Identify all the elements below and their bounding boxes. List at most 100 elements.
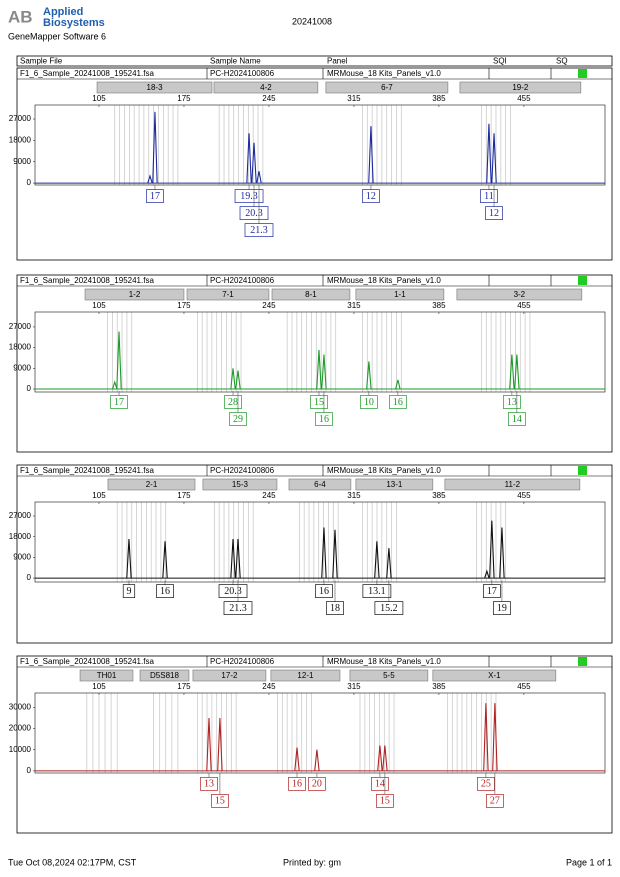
peak: [314, 749, 320, 771]
marker-box: [107, 478, 196, 491]
x-tick-label: 105: [92, 94, 106, 103]
y-tick-label: 18000: [9, 343, 32, 352]
x-tick-label: 385: [432, 94, 446, 103]
marker-label: 15-3: [232, 480, 249, 489]
peak: [374, 541, 380, 579]
x-tick-label: 455: [517, 682, 531, 691]
peak: [366, 361, 372, 390]
y-tick-label: 0: [27, 766, 32, 775]
allele-box: [234, 189, 264, 203]
column: SQ: [556, 57, 568, 66]
allele-label: 17: [114, 397, 124, 408]
x-tick-label: 245: [262, 301, 276, 310]
sample-name: PC-H2024100806: [210, 657, 275, 666]
peak: [484, 569, 490, 579]
sq-flag: [578, 466, 587, 475]
allele-box: [110, 395, 128, 409]
marker-label: 11-2: [505, 480, 521, 489]
peak: [386, 548, 392, 579]
allele-label: 13: [204, 779, 214, 790]
allele-label: 21.3: [229, 603, 247, 614]
allele-label: 21.3: [250, 225, 268, 236]
marker-box: [186, 288, 270, 301]
plot-frame: [34, 692, 606, 774]
marker-box: [456, 288, 583, 301]
sample-name: PC-H2024100806: [210, 466, 275, 475]
allele-label: 9: [126, 586, 131, 597]
x-tick-label: 175: [177, 301, 191, 310]
allele-label: 29: [233, 414, 243, 425]
peak: [126, 538, 132, 579]
peak: [489, 520, 495, 579]
logo: AB: [8, 7, 33, 26]
marker-box: [202, 478, 278, 491]
panel-frame: [16, 464, 613, 644]
x-tick-label: 315: [347, 682, 361, 691]
x-tick-label: 315: [347, 94, 361, 103]
peak: [316, 349, 322, 390]
x-tick-label: 385: [432, 682, 446, 691]
peak: [116, 331, 122, 390]
allele-label: 14: [512, 414, 522, 425]
allele-box: [326, 601, 344, 615]
column: SQI: [493, 57, 507, 66]
run-title: 20241008: [292, 16, 332, 26]
allele-box: [374, 601, 404, 615]
column: Sample File: [20, 57, 63, 66]
x-tick-label: 245: [262, 682, 276, 691]
allele-label: 28: [228, 397, 238, 408]
y-tick-label: 27000: [9, 322, 32, 331]
peak: [152, 111, 158, 184]
x-tick-label: 105: [92, 682, 106, 691]
allele-label: 15: [314, 397, 324, 408]
allele-label: 20: [312, 779, 322, 790]
peak: [217, 717, 223, 771]
peak: [332, 529, 338, 579]
marker-label: 2-1: [146, 480, 158, 489]
plot-frame: [34, 501, 606, 583]
allele-box: [503, 395, 521, 409]
allele-box: [211, 794, 229, 808]
sq-flag: [578, 69, 587, 78]
peak: [251, 142, 257, 184]
marker-label: 6-7: [381, 83, 393, 92]
peak: [491, 133, 497, 184]
allele-label: 10: [364, 397, 374, 408]
y-tick-label: 18000: [9, 532, 32, 541]
panel-frame: [16, 67, 613, 261]
allele-box: [308, 777, 326, 791]
allele-label: 16: [160, 586, 170, 597]
y-tick-label: 18000: [9, 135, 32, 144]
x-tick-label: 175: [177, 94, 191, 103]
allele-label: 16: [319, 586, 329, 597]
allele-label: 15: [215, 796, 225, 807]
allele-label: 17: [487, 586, 497, 597]
allele-label: 16: [319, 414, 329, 425]
footer-printed: Printed by: gm: [283, 857, 341, 867]
marker-box: [271, 288, 351, 301]
marker-box: [355, 478, 434, 491]
allele-label: 12: [489, 208, 499, 219]
allele-label: 27: [490, 796, 500, 807]
panel-name: MRMouse_18 Kits_Panels_v1.0: [327, 466, 441, 475]
allele-label: 16: [393, 397, 403, 408]
peak: [368, 126, 374, 184]
peak: [492, 703, 498, 771]
brand: Biosystems: [43, 17, 105, 29]
panel-frame: [16, 274, 613, 453]
panel-name: MRMouse_18 Kits_Panels_v1.0: [327, 69, 441, 78]
allele-label: 15: [380, 796, 390, 807]
x-tick-label: 455: [517, 301, 531, 310]
sample-file: F1_6_Sample_20241008_195241.fsa: [20, 657, 154, 666]
allele-label: 17: [150, 191, 160, 202]
peak: [382, 745, 388, 771]
peak: [230, 538, 236, 579]
y-tick-label: 0: [27, 178, 32, 187]
allele-box: [229, 412, 247, 426]
allele-label: 19.3: [240, 191, 258, 202]
peak: [206, 717, 212, 771]
x-tick-label: 385: [432, 301, 446, 310]
peak: [256, 171, 262, 184]
allele-box: [389, 395, 407, 409]
